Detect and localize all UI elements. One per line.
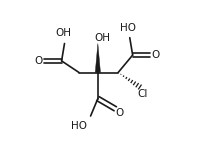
Text: HO: HO [71,121,87,131]
Text: Cl: Cl [138,89,148,99]
Text: OH: OH [94,33,110,43]
Text: HO: HO [120,23,136,32]
Polygon shape [95,44,100,72]
Text: O: O [34,56,43,66]
Text: O: O [116,108,124,118]
Text: O: O [152,50,160,60]
Text: OH: OH [55,28,71,38]
